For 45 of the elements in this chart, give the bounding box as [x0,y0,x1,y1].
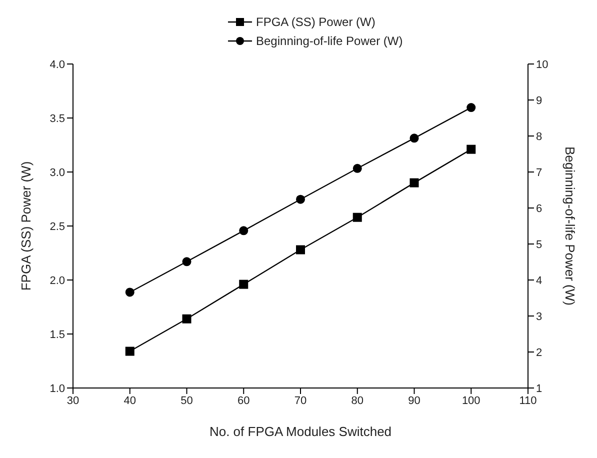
y2-tick-label: 7 [536,166,542,179]
y-axis-title: FPGA (SS) Power (W) [18,161,34,291]
point [296,194,305,204]
point [239,226,248,236]
point [410,134,419,143]
y-tick-label: 2.0 [50,274,65,287]
x-tick-label: 80 [351,394,364,407]
y-tick-label: 3.0 [50,166,65,179]
x-tick-label: 30 [66,394,80,407]
point [352,212,362,222]
point [466,103,476,112]
y-tick-label: 4.0 [50,58,65,71]
y-tick-label: 1.5 [50,328,65,341]
point [182,257,192,266]
legend-label: Beginning-of-life Power (W) [256,34,403,48]
y2-tick-label: 10 [536,58,548,71]
point [466,144,476,154]
x-axis-title: No. of FPGA Modules Switched [209,424,392,439]
y-tick-label: 1.0 [50,382,65,395]
x-tick-label: 70 [294,394,307,407]
x-tick-label: 40 [124,394,136,407]
x-tick-label: 60 [238,394,250,407]
point [125,346,134,356]
point [182,314,192,324]
y2-tick-label: 3 [536,310,542,323]
legend-label: FPGA (SS) Power (W) [256,14,376,28]
x-tick-label: 110 [519,394,537,407]
x-tick-label: 90 [408,394,420,407]
y2-tick-label: 8 [536,130,542,143]
x-tick-label: 100 [462,394,480,407]
y-tick-label: 3.5 [50,112,65,125]
y2-tick-label: 5 [536,238,542,251]
point [239,280,248,289]
point [125,288,134,297]
y2-tick-label: 4 [536,274,542,287]
y2-tick-label: 2 [536,346,542,359]
point [296,245,305,254]
x-tick-label: 50 [180,394,193,407]
y-tick-label: 2.5 [50,220,65,233]
y2-tick-label: 6 [536,202,542,215]
point [410,178,419,188]
y2-tick-label: 1 [536,382,542,395]
point [352,164,362,173]
y2-tick-label: 9 [536,94,542,107]
y2-axis-title: Beginning-of-life Power (W) [562,146,578,306]
